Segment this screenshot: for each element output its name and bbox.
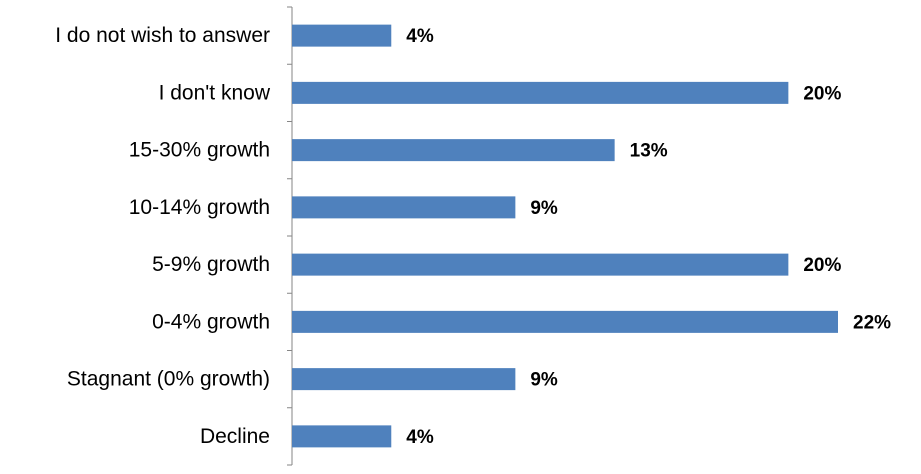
value-label: 9% (530, 370, 558, 391)
category-labels: I do not wish to answer I don't know 15-30… (55, 24, 271, 448)
category-label: Stagnant (0% growth) (67, 368, 270, 391)
bar (292, 425, 392, 448)
category-label: Decline (200, 425, 270, 448)
bar (292, 81, 789, 104)
value-label: 20% (803, 255, 841, 276)
category-label: I do not wish to answer (55, 24, 270, 47)
category-label: 0-4% growth (152, 310, 270, 333)
value-label: 22% (853, 312, 891, 333)
category-label: 15-30% growth (129, 139, 270, 162)
bar (292, 24, 392, 47)
category-label: 10-14% growth (129, 196, 270, 219)
data-labels: 4% 20% 13% 9% 20% 22% 9% 4% (406, 26, 891, 448)
category-label: I don't know (159, 81, 271, 104)
value-label: 9% (530, 198, 558, 219)
bar (292, 196, 516, 219)
bar (292, 139, 615, 162)
category-label: 5-9% growth (152, 253, 270, 276)
bar-series (292, 24, 838, 448)
value-label: 20% (803, 83, 841, 104)
bar (292, 253, 789, 276)
bar (292, 368, 516, 391)
value-label: 4% (406, 427, 434, 448)
value-label: 4% (406, 26, 434, 47)
category-axis (287, 6, 293, 466)
value-label: 13% (630, 141, 668, 162)
bar (292, 310, 838, 333)
